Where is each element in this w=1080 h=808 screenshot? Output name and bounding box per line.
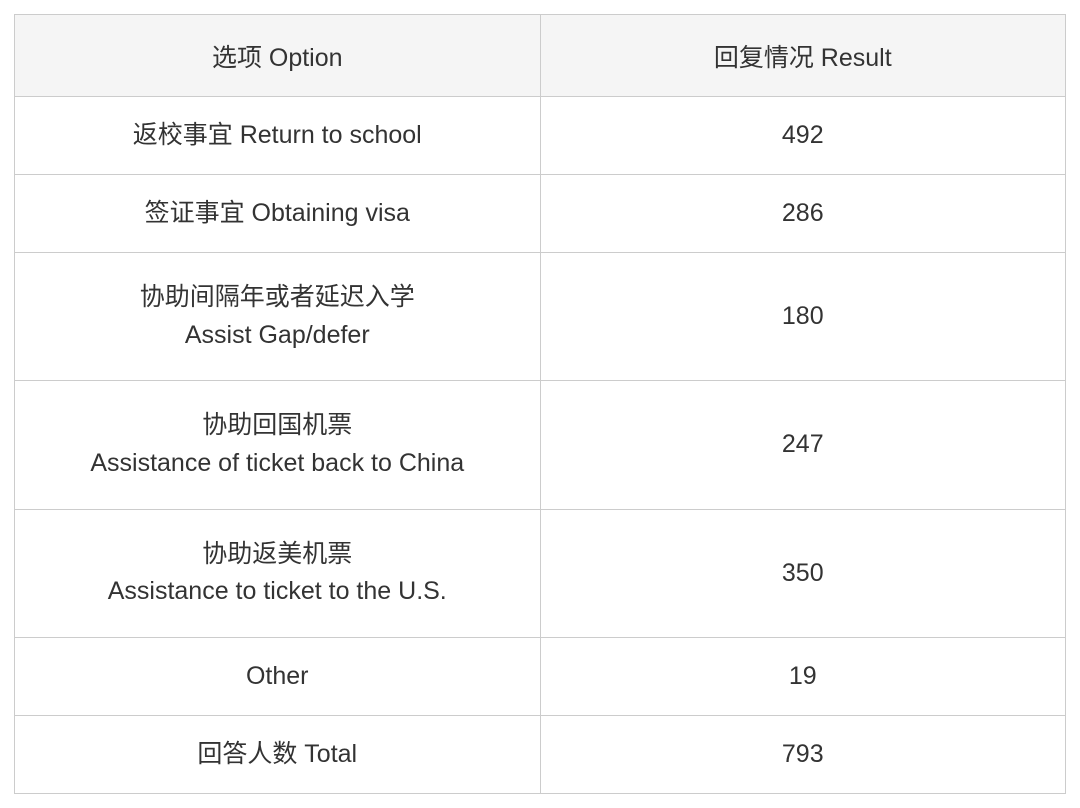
cell-option: 签证事宜 Obtaining visa	[15, 175, 541, 253]
table-row: 回答人数 Total 793	[15, 715, 1066, 793]
table-header-row: 选项 Option 回复情况 Result	[15, 15, 1066, 97]
survey-table: 选项 Option 回复情况 Result 返校事宜 Return to sch…	[14, 14, 1066, 794]
cell-option-line: Assistance to ticket to the U.S.	[23, 573, 532, 611]
cell-option: 协助间隔年或者延迟入学 Assist Gap/defer	[15, 253, 541, 381]
cell-option: 协助回国机票 Assistance of ticket back to Chin…	[15, 381, 541, 509]
cell-result: 19	[540, 637, 1066, 715]
cell-option: Other	[15, 637, 541, 715]
table-row: 签证事宜 Obtaining visa 286	[15, 175, 1066, 253]
cell-option: 回答人数 Total	[15, 715, 541, 793]
cell-result: 350	[540, 509, 1066, 637]
table-row: Other 19	[15, 637, 1066, 715]
cell-result: 492	[540, 97, 1066, 175]
cell-option-line: Assistance of ticket back to China	[23, 445, 532, 483]
table-row: 协助返美机票 Assistance to ticket to the U.S. …	[15, 509, 1066, 637]
table-body: 返校事宜 Return to school 492 签证事宜 Obtaining…	[15, 97, 1066, 794]
cell-option-line: Assist Gap/defer	[23, 317, 532, 355]
cell-result: 180	[540, 253, 1066, 381]
cell-result: 247	[540, 381, 1066, 509]
column-header-result: 回复情况 Result	[540, 15, 1066, 97]
cell-option-line: 签证事宜 Obtaining visa	[23, 195, 532, 233]
table-row: 协助间隔年或者延迟入学 Assist Gap/defer 180	[15, 253, 1066, 381]
cell-option-line: 协助回国机票	[23, 407, 532, 445]
table-row: 协助回国机票 Assistance of ticket back to Chin…	[15, 381, 1066, 509]
table-row: 返校事宜 Return to school 492	[15, 97, 1066, 175]
column-header-option: 选项 Option	[15, 15, 541, 97]
cell-option-line: Other	[23, 658, 532, 696]
cell-option-line: 返校事宜 Return to school	[23, 117, 532, 155]
cell-option-line: 协助返美机票	[23, 536, 532, 574]
cell-option: 返校事宜 Return to school	[15, 97, 541, 175]
cell-option: 协助返美机票 Assistance to ticket to the U.S.	[15, 509, 541, 637]
cell-option-line: 协助间隔年或者延迟入学	[23, 279, 532, 317]
cell-result: 793	[540, 715, 1066, 793]
cell-option-line: 回答人数 Total	[23, 736, 532, 774]
cell-result: 286	[540, 175, 1066, 253]
